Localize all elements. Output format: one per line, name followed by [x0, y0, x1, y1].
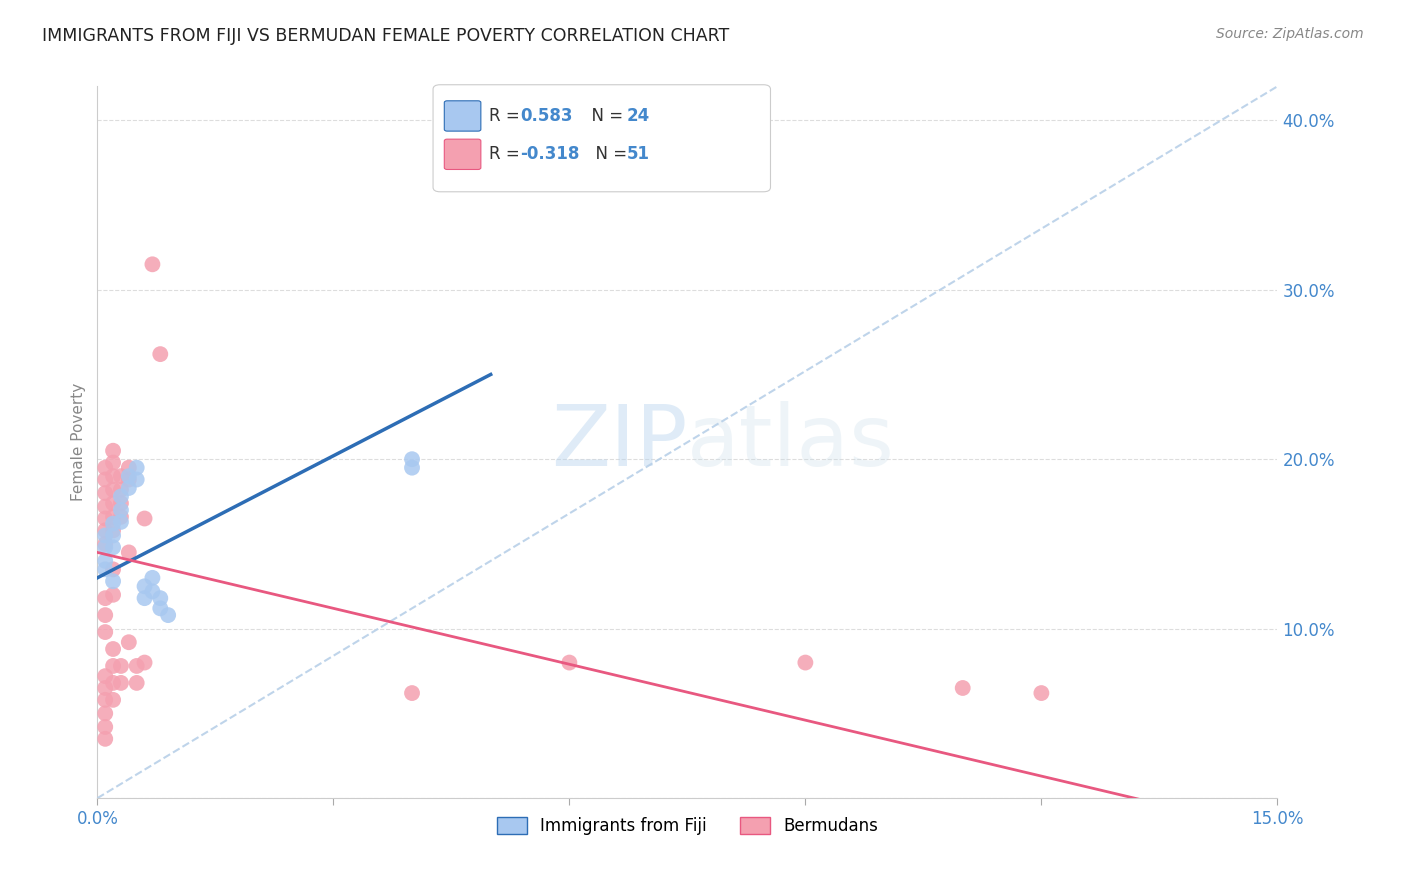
Point: [134, 591, 156, 606]
Point: [101, 588, 124, 602]
Point: [118, 469, 141, 483]
Point: [110, 483, 132, 497]
Text: -0.318: -0.318: [520, 145, 579, 163]
Point: [110, 515, 132, 529]
Point: [141, 584, 163, 599]
Legend: Immigrants from Fiji, Bermudans: Immigrants from Fiji, Bermudans: [488, 808, 886, 843]
Point: [110, 496, 132, 510]
Point: [94, 669, 117, 683]
Point: [101, 509, 124, 524]
Point: [94, 500, 117, 514]
Text: R =: R =: [489, 107, 526, 125]
Text: 24: 24: [627, 107, 651, 125]
Point: [94, 706, 117, 721]
Point: [110, 503, 132, 517]
Point: [101, 693, 124, 707]
Point: [94, 731, 117, 746]
Point: [101, 483, 124, 497]
Point: [94, 524, 117, 538]
Text: 0.583: 0.583: [520, 107, 572, 125]
Point: [101, 443, 124, 458]
Point: [134, 511, 156, 525]
Point: [401, 686, 423, 700]
Text: Source: ZipAtlas.com: Source: ZipAtlas.com: [1216, 27, 1364, 41]
Point: [94, 554, 117, 568]
Point: [94, 541, 117, 555]
Text: ZIP: ZIP: [551, 401, 688, 483]
Point: [110, 659, 132, 673]
Point: [141, 571, 163, 585]
Point: [101, 516, 124, 531]
Point: [94, 528, 117, 542]
Text: N =: N =: [581, 107, 628, 125]
Point: [149, 591, 172, 606]
Point: [94, 681, 117, 695]
Point: [110, 509, 132, 524]
Point: [101, 541, 124, 555]
Point: [94, 537, 117, 551]
Point: [125, 460, 148, 475]
Point: [101, 496, 124, 510]
Point: [118, 473, 141, 487]
Point: [94, 625, 117, 640]
Point: [794, 656, 817, 670]
Text: 51: 51: [627, 145, 650, 163]
Point: [125, 659, 148, 673]
Point: [94, 720, 117, 734]
Point: [94, 591, 117, 606]
Point: [101, 528, 124, 542]
Point: [101, 562, 124, 576]
Text: atlas: atlas: [688, 401, 896, 483]
Point: [141, 257, 163, 271]
Point: [558, 656, 581, 670]
Point: [101, 469, 124, 483]
Point: [94, 486, 117, 500]
Point: [94, 460, 117, 475]
Point: [101, 574, 124, 589]
Point: [94, 473, 117, 487]
Point: [101, 659, 124, 673]
Point: [94, 608, 117, 623]
Point: [149, 347, 172, 361]
Point: [110, 676, 132, 690]
Point: [110, 469, 132, 483]
Text: R =: R =: [489, 145, 526, 163]
Point: [94, 511, 117, 525]
Point: [110, 490, 132, 504]
Point: [952, 681, 974, 695]
Point: [1031, 686, 1053, 700]
Text: N =: N =: [585, 145, 633, 163]
Point: [118, 545, 141, 559]
Point: [94, 562, 117, 576]
Point: [101, 456, 124, 470]
Point: [101, 676, 124, 690]
Y-axis label: Female Poverty: Female Poverty: [72, 384, 86, 501]
Point: [94, 693, 117, 707]
Point: [125, 473, 148, 487]
Point: [149, 601, 172, 615]
Point: [401, 452, 423, 467]
Point: [101, 524, 124, 538]
Point: [401, 460, 423, 475]
Point: [118, 635, 141, 649]
Point: [118, 460, 141, 475]
Point: [134, 579, 156, 593]
Point: [157, 608, 180, 623]
Point: [134, 656, 156, 670]
Point: [125, 676, 148, 690]
Point: [101, 642, 124, 657]
Text: IMMIGRANTS FROM FIJI VS BERMUDAN FEMALE POVERTY CORRELATION CHART: IMMIGRANTS FROM FIJI VS BERMUDAN FEMALE …: [42, 27, 730, 45]
Point: [118, 481, 141, 495]
